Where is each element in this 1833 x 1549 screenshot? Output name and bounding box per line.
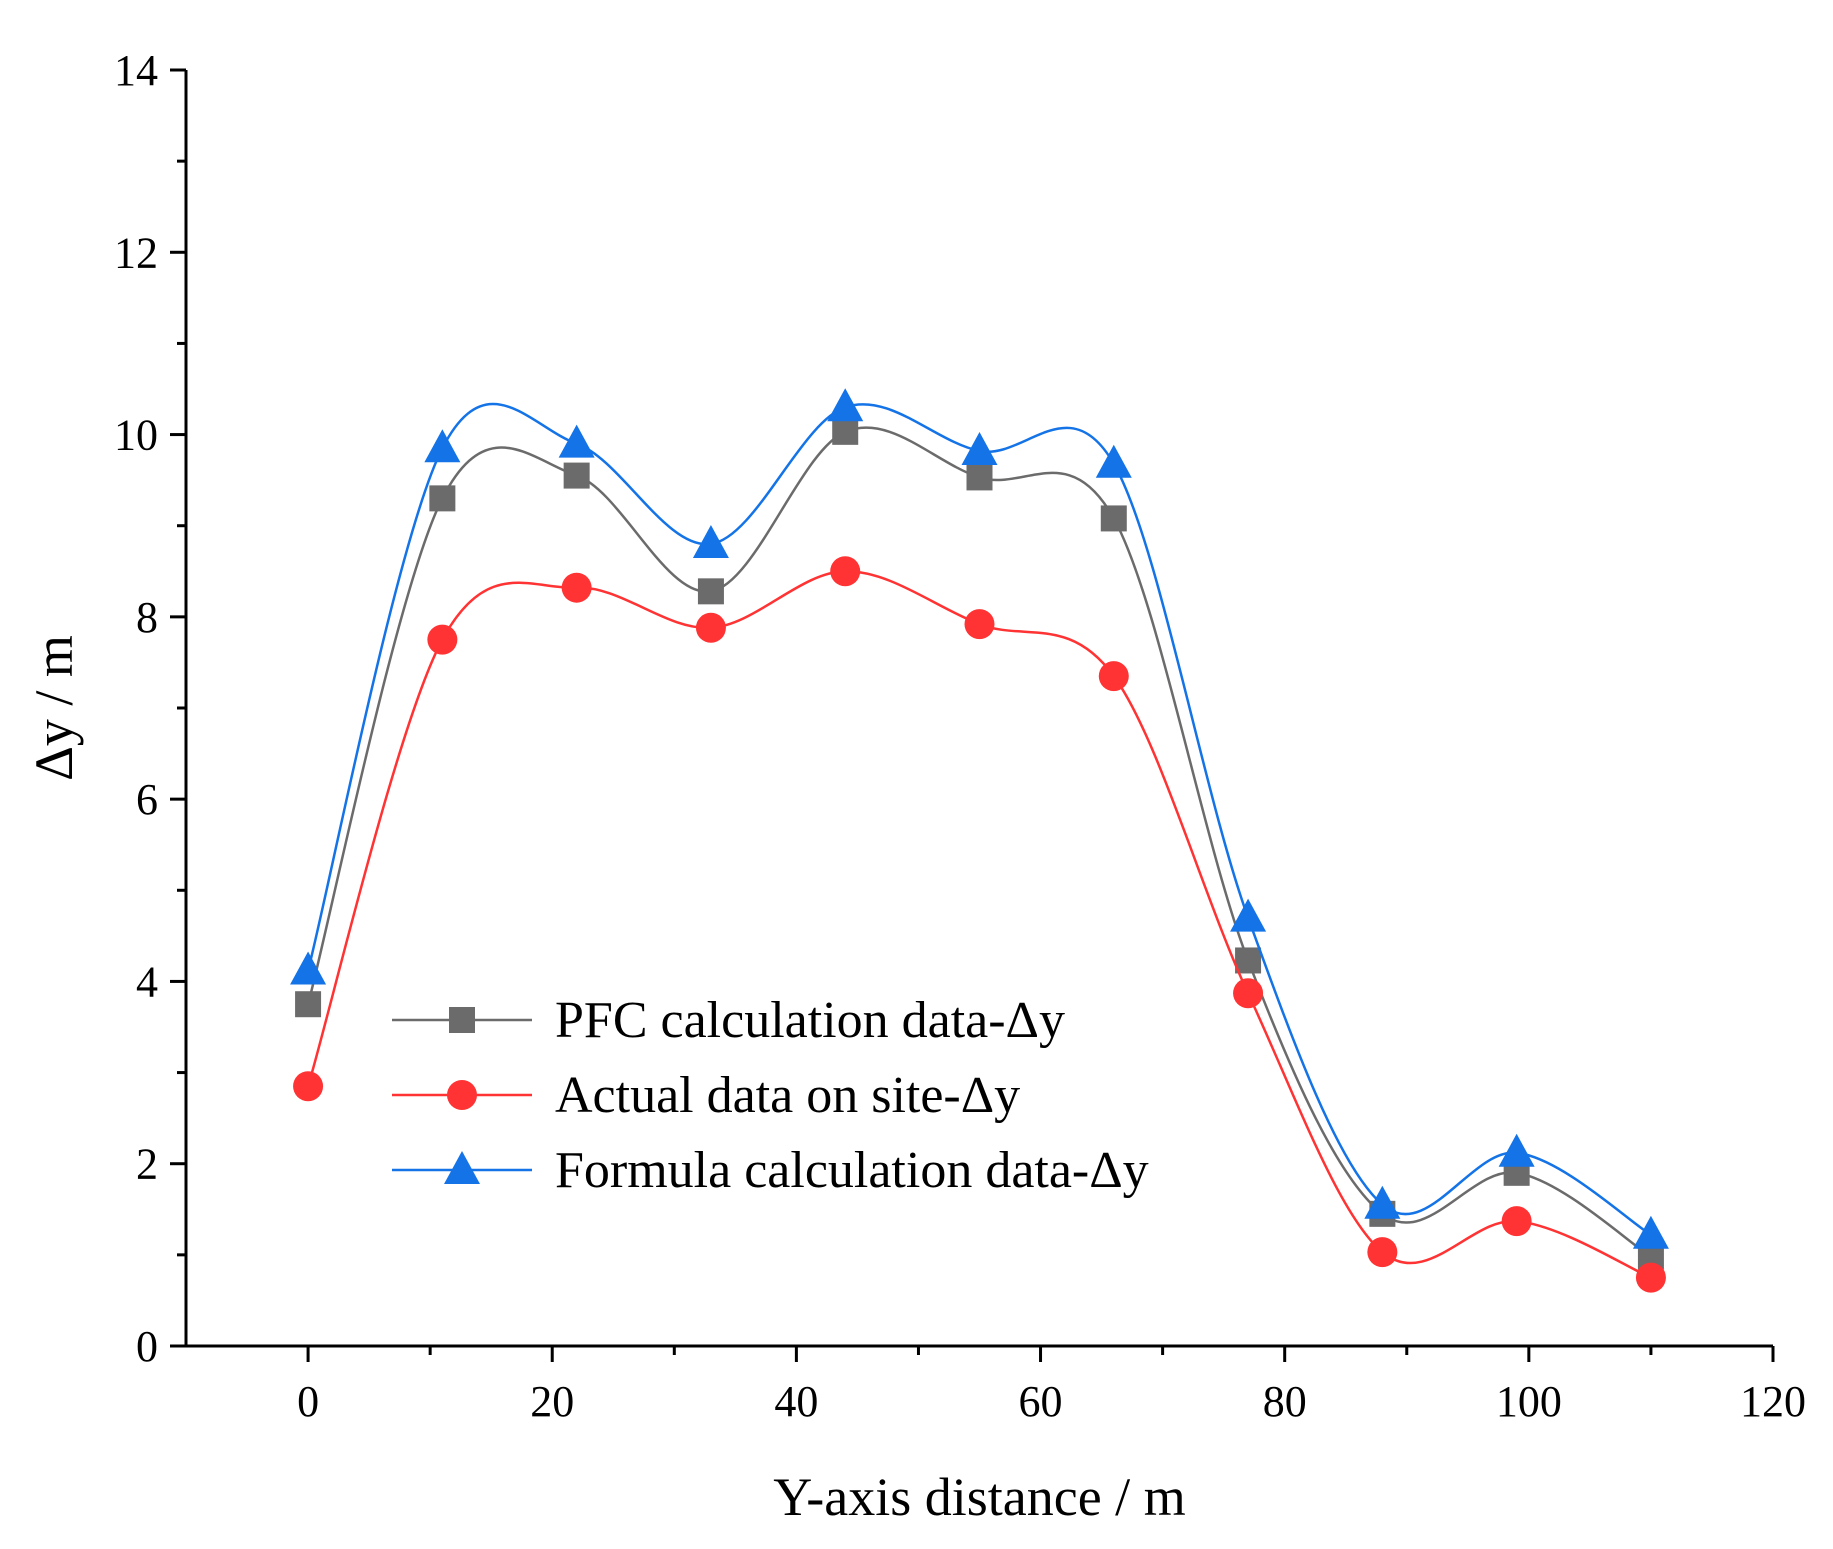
legend-item: Formula calculation data-Δy xyxy=(392,1142,1149,1199)
series-3 xyxy=(290,388,1669,1249)
data-point-circle xyxy=(830,556,861,587)
series-2 xyxy=(293,556,1666,1293)
data-point-square xyxy=(966,464,993,491)
data-point-circle xyxy=(427,624,458,655)
series-line xyxy=(306,426,1652,1258)
x-tick-label: 120 xyxy=(1740,1377,1806,1426)
data-point-triangle xyxy=(1364,1185,1401,1219)
ticks: 0 20 40 60 80 100 120 0 2 4 6 8 10 12 14 xyxy=(114,46,1806,1426)
data-point-triangle xyxy=(1230,898,1267,932)
x-tick-label: 80 xyxy=(1263,1377,1307,1426)
legend-label: Actual data on site-Δy xyxy=(555,1067,1020,1124)
data-point-circle xyxy=(561,572,592,603)
data-point-circle xyxy=(1367,1237,1398,1268)
data-point-triangle xyxy=(1095,444,1132,478)
y-tick-label: 0 xyxy=(136,1322,158,1371)
y-tick-label: 12 xyxy=(114,228,158,277)
y-tick-label: 4 xyxy=(136,957,158,1006)
legend-marker-square xyxy=(449,1007,475,1033)
y-tick-label: 8 xyxy=(136,593,158,642)
data-point-circle xyxy=(293,1071,324,1102)
series-layer xyxy=(290,388,1669,1293)
data-point-square xyxy=(697,578,724,605)
legend-item: Actual data on site-Δy xyxy=(392,1067,1020,1124)
legend-label: PFC calculation data-Δy xyxy=(555,992,1065,1049)
data-point-triangle xyxy=(558,424,595,458)
data-point-square xyxy=(295,991,322,1018)
data-point-triangle xyxy=(290,951,327,985)
legend: PFC calculation data-Δy Actual data on si… xyxy=(392,992,1149,1199)
data-point-circle xyxy=(964,609,995,640)
data-point-square xyxy=(563,462,590,489)
data-point-square xyxy=(1100,505,1127,532)
legend-marker-triangle xyxy=(444,1151,480,1184)
legend-item: PFC calculation data-Δy xyxy=(392,992,1065,1049)
data-point-triangle xyxy=(692,524,729,558)
data-point-triangle xyxy=(827,388,864,422)
y-tick-label: 6 xyxy=(136,775,158,824)
data-point-circle xyxy=(1233,978,1264,1009)
legend-marker-circle xyxy=(447,1080,477,1110)
x-tick-label: 100 xyxy=(1496,1377,1562,1426)
data-point-square xyxy=(832,418,859,445)
y-tick-label: 14 xyxy=(114,46,158,95)
data-point-triangle xyxy=(1632,1215,1669,1249)
data-point-circle xyxy=(695,612,726,643)
y-tick-label: 2 xyxy=(136,1140,158,1189)
data-point-circle xyxy=(1501,1206,1532,1237)
x-axis-title: Y-axis distance / m xyxy=(773,1467,1185,1527)
x-tick-label: 20 xyxy=(530,1377,574,1426)
x-tick-label: 40 xyxy=(774,1377,818,1426)
legend-label: Formula calculation data-Δy xyxy=(555,1142,1149,1199)
data-point-square xyxy=(429,485,456,512)
data-point-circle xyxy=(1635,1262,1666,1293)
data-point-triangle xyxy=(424,429,461,463)
data-point-square xyxy=(1235,947,1262,974)
x-tick-label: 0 xyxy=(297,1377,319,1426)
data-point-triangle xyxy=(961,431,998,465)
y-tick-label: 10 xyxy=(114,411,158,460)
y-axis-title: Δy / m xyxy=(24,635,84,781)
data-point-triangle xyxy=(1498,1133,1535,1167)
x-tick-label: 60 xyxy=(1019,1377,1063,1426)
data-point-circle xyxy=(1098,661,1129,692)
